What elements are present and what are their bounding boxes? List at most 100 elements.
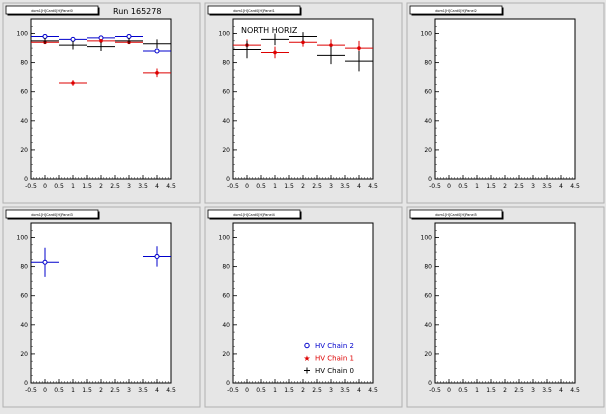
x-tick-label: 4 <box>155 387 159 394</box>
x-tick-label: 2 <box>503 387 507 394</box>
x-tick-label: 2 <box>99 387 103 394</box>
y-tick-label: 0 <box>428 176 432 183</box>
y-tick-label: 0 <box>428 380 432 387</box>
x-tick-label: 4 <box>559 387 563 394</box>
legend-label: HV Chain 1 <box>315 355 354 363</box>
data-point <box>358 60 360 62</box>
x-tick-label: 1.5 <box>82 387 92 394</box>
panel-annotation: NORTH HORIZ <box>241 26 298 35</box>
x-tick-label: 3.5 <box>138 387 148 394</box>
x-tick-label: 0.5 <box>256 183 266 190</box>
data-point <box>273 50 277 55</box>
x-tick-label: 0.5 <box>54 387 64 394</box>
x-tick-label: 0 <box>43 387 47 394</box>
chart-title: dom1[H]Card0[H]Panel3 <box>31 213 72 217</box>
series-chain1 <box>31 39 171 86</box>
data-point <box>44 40 46 42</box>
x-tick-label: 2 <box>99 183 103 190</box>
x-tick-label: 0 <box>447 387 451 394</box>
x-tick-label: 3 <box>329 183 333 190</box>
data-point <box>329 43 333 47</box>
x-tick-label: 1.5 <box>82 183 92 190</box>
x-tick-label: 2.5 <box>514 183 524 190</box>
y-tick-label: 60 <box>222 89 230 96</box>
x-tick-label: 3.5 <box>340 387 350 394</box>
x-tick-label: 3 <box>531 387 535 394</box>
x-tick-label: 3.5 <box>542 387 552 394</box>
y-tick-label: 20 <box>222 147 230 154</box>
y-tick-label: 60 <box>20 89 28 96</box>
x-tick-label: 1.5 <box>284 183 294 190</box>
y-tick-label: 80 <box>20 264 28 271</box>
x-tick-label: 4.5 <box>570 183 580 190</box>
y-tick-label: 80 <box>20 60 28 67</box>
x-tick-label: -0.5 <box>429 387 441 394</box>
title-box <box>207 209 301 219</box>
data-point <box>42 33 48 39</box>
data-point <box>99 39 103 43</box>
title-box <box>5 5 99 15</box>
x-tick-label: 2.5 <box>110 387 120 394</box>
x-tick-label: 0 <box>447 183 451 190</box>
run-label: Run 165278 <box>113 7 161 16</box>
y-tick-label: 80 <box>424 60 432 67</box>
chart-title: dom1[H]Card0[H]Panel5 <box>435 213 476 217</box>
y-tick-label: 0 <box>226 380 230 387</box>
x-tick-label: 1.5 <box>284 387 294 394</box>
plot-frame <box>232 222 374 384</box>
x-tick-label: 4 <box>155 183 159 190</box>
legend: HV Chain 2 ★ HV Chain 1 HV Chain 0 <box>303 342 354 375</box>
x-tick-label: 3 <box>329 387 333 394</box>
x-tick-label: 3.5 <box>542 183 552 190</box>
x-tick-label: 0.5 <box>458 183 468 190</box>
legend-marker-star: ★ <box>303 354 310 363</box>
x-tick-label: 1 <box>71 183 75 190</box>
x-tick-label: 1 <box>475 387 479 394</box>
y-tick-label: 100 <box>17 235 29 242</box>
y-tick-label: 20 <box>20 351 28 358</box>
x-tick-label: 0 <box>245 387 249 394</box>
x-tick-label: -0.5 <box>429 183 441 190</box>
x-tick-label: 0.5 <box>54 183 64 190</box>
x-tick-label: 3 <box>127 183 131 190</box>
plot-frame <box>434 222 576 384</box>
chart-panel-4: dom1[H]Card0[H]Panel4-0.5 0 0.5 1 1.5 2 2.5 3 3.… <box>204 206 403 408</box>
legend-label: HV Chain 0 <box>315 367 354 375</box>
y-tick-label: 100 <box>17 31 29 38</box>
y-tick-label: 20 <box>424 351 432 358</box>
x-tick-label: 0 <box>43 183 47 190</box>
data-point <box>246 48 248 51</box>
y-tick-label: 60 <box>424 89 432 96</box>
data-point <box>274 38 276 40</box>
x-tick-label: 4.5 <box>570 387 580 394</box>
y-tick-label: 80 <box>222 60 230 67</box>
y-tick-label: 0 <box>226 176 230 183</box>
x-tick-label: 3.5 <box>340 183 350 190</box>
x-tick-label: 3 <box>531 183 535 190</box>
data-point <box>71 81 75 85</box>
x-tick-label: 0 <box>245 183 249 190</box>
y-tick-label: 60 <box>424 293 432 300</box>
x-tick-label: 1 <box>273 387 277 394</box>
y-tick-label: 100 <box>219 235 231 242</box>
data-point <box>70 36 76 42</box>
y-tick-label: 40 <box>222 118 230 125</box>
y-tick-label: 40 <box>20 118 28 125</box>
x-tick-label: 1.5 <box>486 183 496 190</box>
data-point <box>155 71 159 75</box>
title-box <box>5 209 99 219</box>
y-tick-label: 0 <box>24 176 28 183</box>
x-tick-label: 4 <box>357 183 361 190</box>
chart-panel-5: dom1[H]Card0[H]Panel5-0.5 0 0.5 1 1.5 2 2.5 3 3.… <box>406 206 605 408</box>
data-point <box>72 44 74 46</box>
series-chain2 <box>31 33 171 54</box>
data-point <box>154 48 160 54</box>
data-point <box>301 40 305 45</box>
x-tick-label: -0.5 <box>25 387 37 394</box>
chart-title: dom1[H]Card0[H]Panel2 <box>435 9 476 13</box>
y-tick-label: 100 <box>421 235 433 242</box>
x-tick-label: 4.5 <box>166 387 176 394</box>
x-tick-label: 4 <box>559 183 563 190</box>
y-tick-label: 60 <box>20 293 28 300</box>
